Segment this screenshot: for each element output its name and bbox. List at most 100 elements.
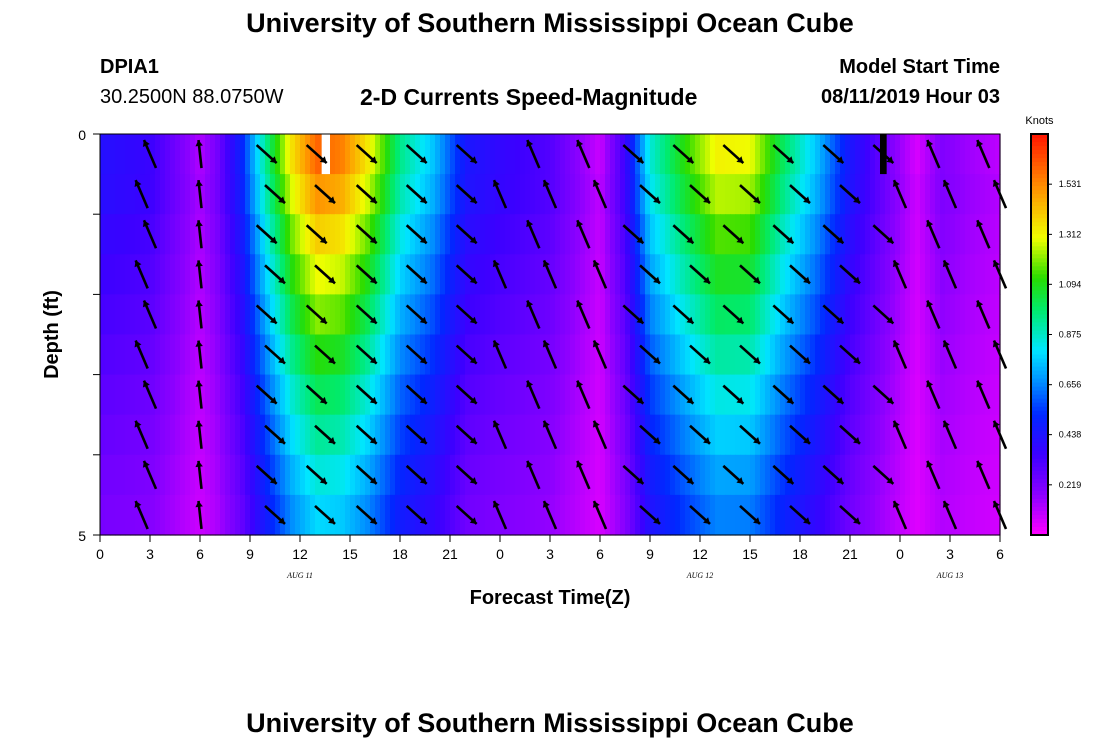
heatmap-cell: [905, 374, 911, 416]
heatmap-cell: [755, 174, 761, 215]
vector-head: [836, 156, 844, 164]
heatmap-cell: [330, 214, 336, 255]
heatmap-cell: [280, 254, 286, 295]
heatmap-cell: [850, 494, 856, 536]
heatmap-cell: [385, 414, 391, 456]
heatmap-cell: [785, 454, 791, 496]
heatmap-cell: [985, 134, 991, 175]
heatmap-cell: [490, 374, 496, 416]
vector-head: [492, 500, 500, 508]
heatmap-cell: [835, 494, 841, 536]
heatmap-cell: [500, 454, 506, 496]
heatmap-cell: [740, 374, 746, 416]
heatmap-cell: [695, 414, 701, 456]
vector-head: [369, 356, 377, 364]
heatmap-cell: [845, 214, 851, 255]
heatmap-cell: [770, 134, 776, 175]
heatmap-cell: [295, 254, 301, 295]
vector-head: [703, 276, 710, 284]
colorbar-segment: [1031, 354, 1048, 360]
heatmap-cell: [510, 174, 516, 215]
heatmap-cell: [970, 294, 976, 336]
heatmap-cell: [965, 294, 971, 336]
heatmap-cell: [990, 174, 996, 215]
heatmap-cell: [360, 294, 366, 336]
y-tick-label: 0: [78, 127, 86, 143]
heatmap-cell: [545, 454, 551, 496]
vector-head: [469, 156, 477, 164]
heatmap-cell: [825, 494, 831, 536]
heatmap-cell: [735, 494, 741, 536]
heatmap-cell: [635, 454, 641, 496]
heatmap-cell: [915, 334, 921, 376]
heatmap-cell: [775, 174, 781, 215]
vector-head: [269, 477, 277, 484]
heatmap-cell: [705, 294, 711, 336]
heatmap-cell: [550, 254, 556, 295]
heatmap-cell: [785, 374, 791, 416]
colorbar-segment: [1031, 150, 1048, 155]
heatmap-cell: [225, 214, 231, 255]
heatmap-cell: [875, 294, 881, 336]
heatmap-cell: [945, 454, 951, 496]
heatmap-cell: [420, 454, 426, 496]
vector-head: [542, 500, 550, 508]
heatmap-cell: [905, 294, 911, 336]
heatmap-cell: [330, 374, 336, 416]
heatmap-cell: [125, 454, 131, 496]
heatmap-cell: [125, 334, 131, 376]
heatmap-cell: [755, 334, 761, 376]
heatmap-cell: [160, 294, 166, 336]
heatmap-cell: [540, 174, 546, 215]
vector-head: [886, 477, 894, 484]
heatmap-cell: [880, 414, 886, 456]
heatmap-cell: [480, 174, 486, 215]
heatmap-cell: [105, 214, 111, 255]
heatmap-cell: [860, 374, 866, 416]
current-vector: [576, 380, 591, 410]
heatmap-cell: [165, 254, 171, 295]
heatmap-cell: [470, 174, 476, 215]
heatmap-cell: [160, 174, 166, 215]
heatmap-cell: [670, 374, 676, 416]
heatmap-cell: [775, 494, 781, 536]
colorbar-segment: [1031, 294, 1048, 300]
vector-head: [142, 300, 150, 308]
heatmap-cell: [970, 254, 976, 295]
heatmap-cell: [755, 294, 761, 336]
heatmap-cell: [950, 174, 956, 215]
vector-head: [576, 460, 584, 468]
heatmap-cell: [895, 174, 901, 215]
heatmap-cell: [760, 254, 766, 295]
colorbar-segment: [1031, 154, 1048, 159]
colorbar-segment: [1031, 210, 1048, 215]
vector-head: [419, 236, 427, 244]
heatmap-cell: [255, 334, 261, 376]
current-vector: [355, 424, 378, 445]
heatmap-cell: [260, 374, 266, 416]
heatmap-cell: [825, 294, 831, 336]
heatmap-cell: [300, 214, 306, 255]
heatmap-cell: [525, 174, 531, 215]
colorbar-segment: [1031, 426, 1048, 432]
heatmap-cell: [475, 174, 481, 215]
heatmap-cell: [740, 174, 746, 215]
heatmap-cell: [190, 214, 196, 255]
heatmap-cell: [290, 494, 296, 536]
heatmap-cell: [240, 454, 246, 496]
heatmap-cell: [350, 494, 356, 536]
heatmap-cell: [320, 494, 326, 536]
heatmap-cell: [150, 374, 156, 416]
heatmap-cell: [605, 334, 611, 376]
colorbar-segment: [1031, 438, 1048, 444]
heatmap-cell: [920, 414, 926, 456]
heatmap-cell: [355, 374, 361, 416]
colorbar-segment: [1031, 470, 1048, 476]
heatmap-cell: [535, 214, 541, 255]
heatmap-cell: [355, 214, 361, 255]
heatmap-cell: [755, 214, 761, 255]
current-vector: [526, 460, 541, 490]
heatmap-cell: [985, 454, 991, 496]
heatmap-cell: [255, 374, 261, 416]
colorbar-segment: [1031, 278, 1048, 283]
